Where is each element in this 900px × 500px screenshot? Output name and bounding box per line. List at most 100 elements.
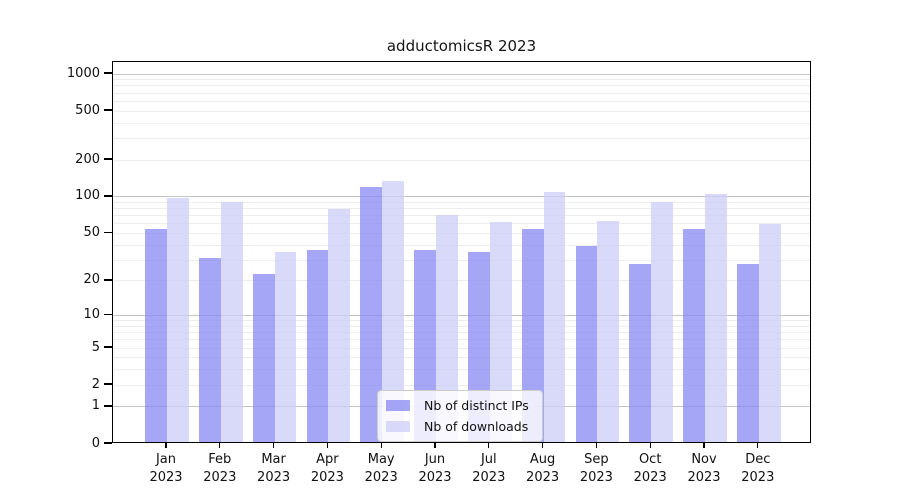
x-tick-mark (595, 443, 598, 448)
bar-distinct-ips-mar (252, 274, 275, 442)
gridline (113, 280, 810, 282)
gridline (113, 137, 810, 139)
gridline (113, 92, 810, 94)
x-tick-mark (380, 443, 382, 448)
y-tick-mark (104, 405, 112, 407)
y-tick-mark (104, 158, 112, 160)
bar-downloads-may (382, 180, 404, 442)
gridline (113, 339, 810, 341)
gridline (113, 325, 810, 327)
x-tick-mark (219, 443, 221, 448)
bar-distinct-ips-dec (737, 263, 759, 442)
bar-downloads-jul (489, 221, 512, 442)
bar-downloads-aug (543, 191, 566, 442)
bar-distinct-ips-aug (521, 229, 544, 442)
y-tick-label: 200 (75, 151, 100, 167)
chart-title: adductomicsR 2023 (386, 37, 537, 55)
gridline (113, 215, 810, 217)
x-tick-label: May 2023 (364, 452, 398, 486)
bar-distinct-ips-feb (199, 258, 221, 442)
x-tick-label: Jan 2023 (149, 452, 183, 486)
y-tick-mark (104, 72, 112, 74)
legend-item-distinct-ips: Nb of distinct IPs (386, 398, 532, 413)
x-tick-label: Sep 2023 (579, 452, 613, 486)
x-tick-mark (434, 443, 436, 448)
y-tick-label: 10 (83, 307, 100, 323)
y-tick-label: 1000 (66, 65, 100, 81)
bar-downloads-jan (167, 197, 189, 442)
gridline (113, 110, 810, 112)
gridline (113, 159, 810, 161)
y-tick-label: 50 (83, 224, 100, 240)
gridline (113, 347, 810, 349)
x-tick-mark (165, 443, 167, 448)
legend-item-downloads: Nb of downloads (386, 419, 532, 434)
legend: Nb of distinct IPs Nb of downloads (377, 390, 543, 442)
gridline (113, 208, 810, 210)
gridline (113, 332, 810, 334)
gridline (113, 79, 810, 81)
y-tick-label: 20 (83, 272, 100, 288)
y-tick-label: 5 (91, 339, 100, 355)
gridline (113, 259, 810, 261)
y-tick-mark (104, 195, 112, 197)
x-tick-mark (757, 443, 759, 448)
x-tick-mark (488, 443, 490, 448)
y-tick-label: 1 (91, 398, 100, 414)
y-tick-label: 0 (91, 435, 100, 451)
x-tick-mark (272, 443, 275, 448)
y-tick-label: 100 (75, 188, 100, 204)
bar-distinct-ips-nov (683, 229, 705, 442)
x-tick-label: Jun 2023 (418, 452, 452, 486)
bar-distinct-ips-oct (629, 263, 652, 442)
x-tick-label: Oct 2023 (633, 452, 667, 486)
gridline (113, 384, 810, 386)
bar-downloads-feb (220, 202, 243, 442)
x-tick-mark (541, 443, 544, 448)
gridline (113, 223, 810, 225)
x-tick-mark (649, 443, 651, 448)
gridline (113, 85, 810, 87)
y-tick-mark (104, 346, 112, 348)
gridline (113, 244, 810, 246)
y-tick-mark (104, 442, 112, 444)
legend-label-distinct-ips: Nb of distinct IPs (424, 398, 529, 413)
gridline (113, 315, 810, 317)
bar-downloads-oct (651, 202, 673, 442)
gridline (113, 369, 810, 371)
gridline (113, 232, 810, 234)
x-tick-label: Dec 2023 (741, 452, 775, 486)
y-tick-mark (104, 109, 112, 111)
y-tick-mark (104, 279, 112, 281)
y-tick-mark (104, 313, 112, 316)
bar-distinct-ips-may (360, 187, 383, 442)
bar-downloads-dec (758, 223, 781, 442)
x-tick-label: Nov 2023 (687, 452, 721, 486)
gridline (113, 122, 810, 124)
x-tick-label: Apr 2023 (310, 452, 344, 486)
gridline (113, 100, 810, 102)
bar-downloads-apr (328, 208, 351, 442)
bar-distinct-ips-jan (145, 229, 167, 442)
x-tick-label: Aug 2023 (526, 452, 560, 486)
bar-distinct-ips-apr (306, 250, 329, 442)
bar-downloads-sep (597, 221, 620, 442)
gridline (113, 320, 810, 322)
bar-downloads-mar (274, 251, 297, 442)
legend-swatch-downloads (386, 421, 410, 432)
x-tick-label: Feb 2023 (203, 452, 237, 486)
legend-swatch-distinct-ips (386, 400, 410, 411)
bar-downloads-nov (705, 194, 727, 442)
y-tick-mark (104, 383, 112, 385)
x-tick-mark (326, 443, 329, 448)
gridline (113, 201, 810, 203)
x-tick-mark (703, 443, 705, 448)
plot-area (112, 61, 811, 443)
gridline (113, 196, 810, 198)
x-tick-label: Mar 2023 (257, 452, 291, 486)
gridline (113, 73, 810, 75)
y-tick-label: 500 (75, 102, 100, 118)
y-tick-mark (104, 231, 112, 234)
y-tick-label: 2 (91, 376, 100, 392)
